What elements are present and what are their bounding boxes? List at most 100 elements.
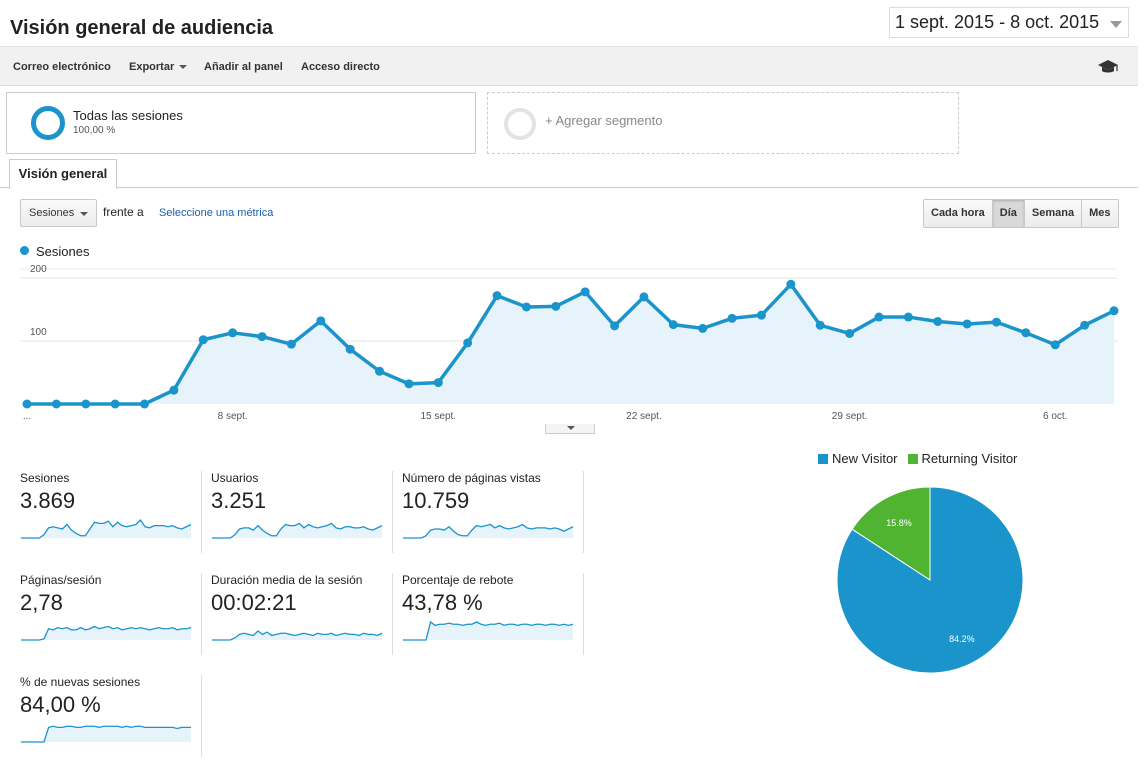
data-point[interactable] (228, 328, 238, 338)
metric-tile[interactable]: Número de páginas vistas 10.759 (402, 471, 584, 553)
data-point[interactable] (1021, 328, 1031, 338)
data-point[interactable] (433, 378, 443, 388)
pie-slice[interactable] (851, 486, 931, 581)
data-point[interactable] (639, 292, 649, 302)
segment-percent: 100,00 % (73, 125, 116, 136)
shortcut-button[interactable]: Acceso directo (301, 61, 380, 73)
data-point[interactable] (756, 310, 766, 320)
granularity-button-3[interactable]: Mes (1082, 200, 1118, 227)
metric-label: % de nuevas sesiones (20, 675, 141, 689)
metric-value: 00:02:21 (211, 590, 297, 615)
sparkline (212, 630, 383, 641)
granularity-button-2[interactable]: Semana (1024, 200, 1083, 227)
data-point[interactable] (492, 291, 502, 301)
data-point[interactable] (727, 313, 737, 323)
data-point[interactable] (521, 302, 531, 312)
sessions-line-chart: 100 200... 8 sept. 15 sept. 22 sept. 29 sept.… (20, 264, 1119, 422)
data-point[interactable] (404, 379, 414, 389)
data-point[interactable] (257, 332, 267, 342)
data-point[interactable] (580, 287, 590, 297)
data-point[interactable] (933, 316, 943, 326)
segment-ring-icon (31, 106, 65, 140)
data-point[interactable] (345, 344, 355, 354)
x-tick-label: ... (23, 411, 31, 422)
data-point[interactable] (169, 385, 179, 395)
data-point[interactable] (1080, 320, 1090, 330)
metric-tile[interactable]: Páginas/sesión 2,78 (20, 573, 202, 655)
sparkline-line (403, 620, 574, 641)
pie-legend-returning-visitor[interactable]: Returning Visitor (907, 451, 1017, 466)
data-point[interactable] (698, 323, 708, 333)
metric-select-value: Sesiones (29, 207, 75, 219)
sparkline-line (21, 725, 191, 743)
date-range-picker[interactable]: 1 sept. 2015 - 8 oct. 2015 (889, 7, 1129, 38)
data-point[interactable] (140, 399, 150, 409)
data-point[interactable] (51, 399, 61, 409)
metric-value: 2,78 (20, 590, 63, 615)
data-point[interactable] (668, 320, 678, 330)
metric-select[interactable]: Sesiones (20, 199, 97, 227)
x-tick-label: 22 sept. (626, 411, 662, 422)
sparkline (21, 518, 192, 539)
data-point[interactable] (815, 320, 825, 330)
export-label: Exportar (129, 61, 175, 73)
data-point[interactable] (845, 328, 855, 338)
x-tick-label: 15 sept. (421, 411, 457, 422)
metric-label: Sesiones (20, 471, 70, 485)
add-to-dashboard-button[interactable]: Añadir al panel (204, 61, 283, 73)
data-point[interactable] (991, 317, 1001, 327)
granularity-button-0[interactable]: Cada hora (924, 200, 993, 227)
granularity-button-1[interactable]: Día (992, 200, 1025, 227)
visitor-type-pie-chart: 84.2% 15.8% (836, 486, 1024, 674)
data-point[interactable] (110, 399, 120, 409)
versus-label: frente a (103, 205, 144, 219)
data-point[interactable] (786, 279, 796, 289)
metric-tile[interactable]: % de nuevas sesiones 84,00 % (20, 675, 202, 757)
sparkline (403, 523, 574, 539)
data-point[interactable] (198, 335, 208, 345)
series-area (27, 284, 1114, 404)
segment-title: Todas las sesiones (73, 108, 183, 123)
pie-legend-label: New Visitor (832, 451, 898, 466)
graduation-cap-icon[interactable] (1097, 58, 1119, 76)
email-button[interactable]: Correo electrónico (13, 61, 111, 73)
sparkline-line (212, 522, 383, 539)
metric-label: Número de páginas vistas (402, 471, 541, 485)
legend-label: Sesiones (36, 244, 90, 259)
date-range-text: 1 sept. 2015 - 8 oct. 2015 (895, 12, 1100, 32)
metric-value: 43,78 % (402, 590, 483, 615)
data-point[interactable] (22, 399, 32, 409)
data-point[interactable] (962, 319, 972, 329)
sparkline-area (212, 523, 382, 538)
tab-overview[interactable]: Visión general (9, 159, 117, 189)
metric-tile[interactable]: Porcentaje de rebote 43,78 % (402, 573, 584, 655)
add-segment-button[interactable]: + Agregar segmento (487, 92, 959, 154)
metric-tile[interactable]: Duración media de la sesión 00:02:21 (211, 573, 393, 655)
sparkline-area (21, 520, 191, 538)
data-point[interactable] (286, 339, 296, 349)
metric-value: 10.759 (402, 488, 470, 513)
data-point[interactable] (1050, 340, 1060, 350)
metric-label: Duración media de la sesión (211, 573, 363, 587)
pie-legend-new-visitor[interactable]: New Visitor (818, 451, 898, 466)
segment-all-sessions[interactable]: Todas las sesiones 100,00 % (6, 92, 476, 154)
metric-tile[interactable]: Sesiones 3.869 (20, 471, 202, 553)
data-point[interactable] (903, 312, 913, 322)
data-point[interactable] (463, 338, 473, 348)
data-point[interactable] (610, 321, 620, 331)
sparkline-line (403, 523, 574, 539)
chevron-down-icon (179, 65, 188, 70)
data-point[interactable] (1109, 306, 1119, 316)
data-point[interactable] (874, 312, 884, 322)
chart-legend: Sesiones (20, 244, 89, 259)
data-point[interactable] (551, 301, 561, 311)
collapse-chart-toggle[interactable] (545, 424, 595, 434)
pie-slice-label: 15.8% (886, 518, 912, 528)
data-point[interactable] (316, 316, 326, 326)
data-point[interactable] (81, 399, 91, 409)
export-button[interactable]: Exportar (129, 61, 188, 73)
metric-tile[interactable]: Usuarios 3.251 (211, 471, 393, 553)
select-metric-link[interactable]: Seleccione una métrica (159, 207, 274, 219)
data-point[interactable] (375, 366, 385, 376)
x-tick-label: 8 sept. (218, 411, 248, 422)
